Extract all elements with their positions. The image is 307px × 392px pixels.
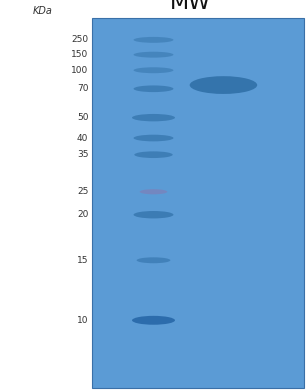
Text: MW: MW — [170, 0, 211, 13]
Ellipse shape — [134, 37, 173, 43]
Ellipse shape — [137, 257, 170, 263]
Ellipse shape — [140, 189, 167, 194]
Text: 100: 100 — [71, 66, 88, 75]
Text: KDa: KDa — [33, 5, 53, 16]
Ellipse shape — [132, 316, 175, 325]
Text: 40: 40 — [77, 134, 88, 143]
Ellipse shape — [134, 67, 173, 73]
Text: 70: 70 — [77, 84, 88, 93]
Text: 10: 10 — [77, 316, 88, 325]
Ellipse shape — [134, 52, 173, 58]
Text: 150: 150 — [71, 50, 88, 59]
Text: 15: 15 — [77, 256, 88, 265]
Ellipse shape — [132, 114, 175, 122]
Text: 35: 35 — [77, 150, 88, 159]
Text: 25: 25 — [77, 187, 88, 196]
Text: 20: 20 — [77, 210, 88, 219]
Ellipse shape — [134, 85, 173, 92]
Text: 50: 50 — [77, 113, 88, 122]
Bar — [92, 18, 304, 388]
Ellipse shape — [134, 151, 173, 158]
Ellipse shape — [134, 211, 173, 218]
Text: 250: 250 — [71, 35, 88, 44]
Ellipse shape — [134, 135, 173, 142]
Ellipse shape — [190, 76, 257, 94]
